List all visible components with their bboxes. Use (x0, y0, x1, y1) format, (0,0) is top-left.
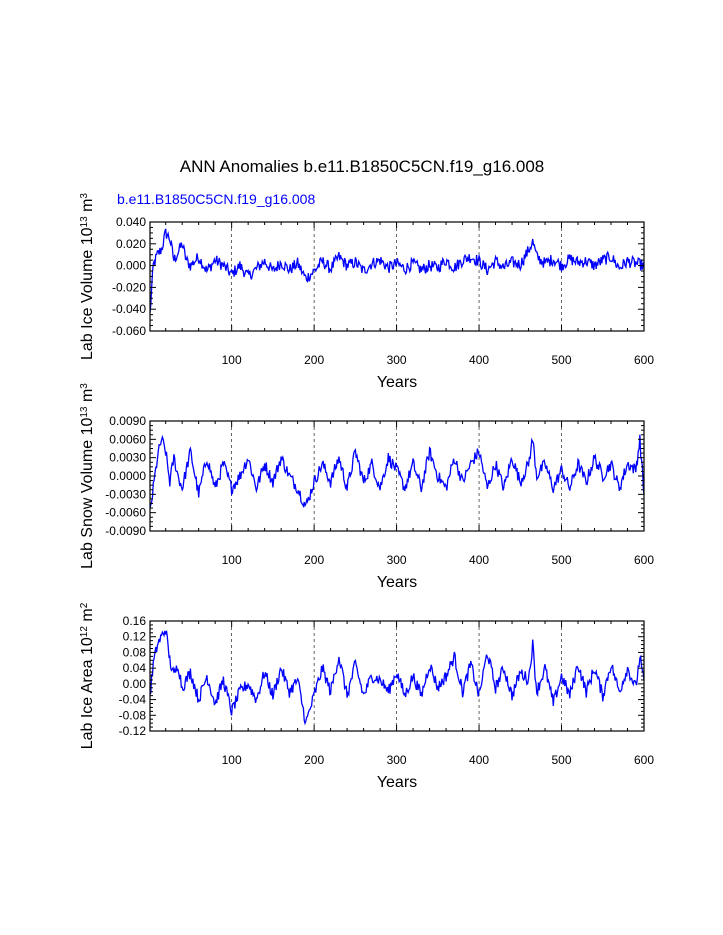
y-tick-label: 0.08 (123, 645, 147, 659)
x-tick-label: 100 (222, 353, 242, 367)
plot-frame (149, 221, 645, 332)
x-tick-label: 600 (634, 553, 654, 567)
y-tick-label: 0.040 (116, 215, 146, 229)
y-axis-title-part: m (79, 608, 96, 626)
y-tick-label: -0.12 (119, 724, 147, 738)
y-axis-title-part: m (79, 199, 96, 217)
figure-subtitle: b.e11.B1850C5CN.f19_g16.008 (117, 191, 315, 207)
x-tick-label: 600 (634, 353, 654, 367)
chart-panel-3: 100 200 300 400 500 600 -0.12 -0.08-0.04 0.00 0.0… (79, 602, 655, 791)
y-axis-title: Lab Ice Area 1012 m2 (79, 602, 97, 749)
y-tick-label: 0.00 (123, 677, 147, 691)
y-tick-label: -0.0030 (105, 487, 146, 501)
y-axis-title: Lab Snow Volume 1013 m3 (79, 383, 97, 569)
y-tick-label: -0.04 (119, 693, 147, 707)
y-axis-title-exponent: 3 (79, 193, 90, 199)
y-axis-title-exponent: 2 (79, 602, 90, 608)
y-axis-title-part: Lab Ice Area 10 (79, 637, 96, 749)
y-tick-label: 0.0060 (109, 432, 146, 446)
chart-panel-2: 100 200 300 400 500 600 -0.0090 -0.0060 -0.0030 0… (79, 383, 655, 591)
y-axis-title-exponent: 13 (79, 216, 90, 228)
x-axis-title: Years (377, 574, 417, 591)
x-tick-label: 200 (304, 553, 324, 567)
x-tick-label: 500 (552, 353, 572, 367)
y-axis-title-part: Lab Snow Volume 10 (79, 418, 96, 569)
series-line (149, 434, 645, 509)
y-tick-label: 0.16 (123, 614, 147, 628)
series-line (149, 630, 645, 726)
x-axis-title: Years (377, 774, 417, 791)
y-axis-title: Lab Ice Volume 1013 m3 (79, 193, 97, 360)
y-tick-label: -0.020 (112, 280, 146, 294)
x-tick-label: 300 (387, 353, 407, 367)
y-axis-title-part: Lab Ice Volume 10 (79, 227, 96, 360)
y-tick-label: -0.040 (112, 302, 146, 316)
plot-frame (149, 420, 645, 532)
x-tick-label: 600 (634, 753, 654, 767)
chart-panels: 100 200 300 400 500 600 -0.060 -0.040 -0.020 0.00… (79, 193, 655, 791)
x-tick-label: 200 (304, 753, 324, 767)
y-tick-label: -0.08 (119, 708, 147, 722)
y-axis-title-part: m (79, 389, 96, 407)
x-tick-label: 500 (552, 553, 572, 567)
x-tick-label: 400 (469, 553, 489, 567)
y-tick-label: 0.0090 (109, 414, 146, 428)
figure-title: ANN Anomalies b.e11.B1850C5CN.f19_g16.00… (180, 157, 544, 176)
y-axis-title-exponent: 13 (79, 406, 90, 418)
x-tick-label: 400 (469, 353, 489, 367)
y-axis-title-exponent: 3 (79, 383, 90, 389)
y-axis-title-exponent: 12 (79, 626, 90, 638)
y-tick-label: 0.04 (123, 661, 147, 675)
x-tick-label: 300 (387, 553, 407, 567)
x-tick-label: 300 (387, 753, 407, 767)
x-tick-label: 200 (304, 353, 324, 367)
y-tick-label: 0.020 (116, 237, 146, 251)
y-tick-label: -0.0090 (105, 524, 146, 538)
x-tick-label: 100 (222, 753, 242, 767)
x-tick-label: 500 (552, 753, 572, 767)
series-line (149, 228, 645, 313)
y-tick-label: 0.12 (123, 630, 147, 644)
x-tick-label: 400 (469, 753, 489, 767)
x-tick-label: 100 (222, 553, 242, 567)
chart-panel-1: 100 200 300 400 500 600 -0.060 -0.040 -0.020 0.00… (79, 193, 655, 391)
x-axis-title: Years (377, 374, 417, 391)
y-tick-label: 0.0030 (109, 451, 146, 465)
y-tick-label: 0.000 (116, 259, 146, 273)
y-tick-label: -0.060 (112, 324, 146, 338)
y-tick-label: 0.0000 (109, 469, 146, 483)
y-tick-label: -0.0060 (105, 506, 146, 520)
